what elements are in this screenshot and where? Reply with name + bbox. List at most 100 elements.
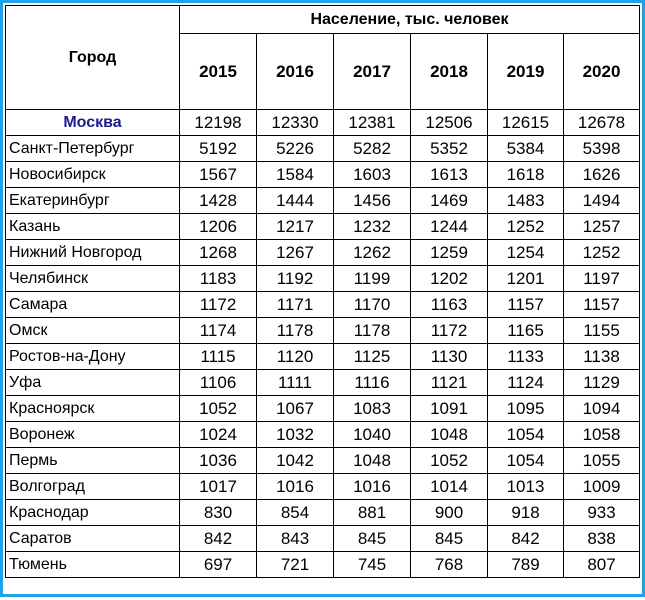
population-value-cell: 1483 <box>487 187 564 214</box>
year-header-row: 2015 2016 2017 2018 2019 2020 <box>6 33 640 110</box>
table-row: Саратов 842 843 845 845 842 838 <box>5 525 640 552</box>
population-value-cell: 1217 <box>256 213 334 240</box>
population-value-cell: 1163 <box>410 291 488 318</box>
population-value-cell: 842 <box>487 525 564 552</box>
population-value-cell: 1052 <box>179 395 257 422</box>
population-value-cell: 1017 <box>179 473 257 500</box>
population-value-cell: 1584 <box>256 161 334 188</box>
population-table: Город Население, тыс. человек 2015 2016 20… <box>5 5 640 578</box>
city-name-cell: Нижний Новгород <box>5 239 180 266</box>
table-row: Санкт-Петербург 5192 5226 5282 5352 5384 5398 <box>5 135 640 162</box>
year-header: 2017 <box>333 33 411 110</box>
city-name-cell: Саратов <box>5 525 180 552</box>
table-body: Москва 12198 12330 12381 12506 12615 12678 Санк… <box>5 109 640 578</box>
population-value-cell: 1121 <box>410 369 488 396</box>
city-name-cell: Казань <box>5 213 180 240</box>
population-value-cell: 918 <box>487 499 564 526</box>
year-header: 2015 <box>179 33 257 110</box>
population-value-cell: 1494 <box>563 187 640 214</box>
population-value-cell: 1111 <box>256 369 334 396</box>
population-value-cell: 1178 <box>256 317 334 344</box>
population-value-cell: 1172 <box>410 317 488 344</box>
population-value-cell: 5282 <box>333 135 411 162</box>
population-value-cell: 1197 <box>563 265 640 292</box>
population-value-cell: 1171 <box>256 291 334 318</box>
year-header: 2016 <box>256 33 334 110</box>
population-value-cell: 842 <box>179 525 257 552</box>
city-name-cell: Ростов-на-Дону <box>5 343 180 370</box>
population-value-cell: 1469 <box>410 187 488 214</box>
population-value-cell: 1052 <box>410 447 488 474</box>
population-group-header: Население, тыс. человек <box>179 5 640 34</box>
population-value-cell: 807 <box>563 551 640 578</box>
population-value-cell: 900 <box>410 499 488 526</box>
population-value-cell: 1172 <box>179 291 257 318</box>
population-value-cell: 845 <box>333 525 411 552</box>
population-value-cell: 1024 <box>179 421 257 448</box>
population-value-cell: 1054 <box>487 421 564 448</box>
population-value-cell: 1054 <box>487 447 564 474</box>
population-value-cell: 12198 <box>179 109 257 136</box>
population-value-cell: 1567 <box>179 161 257 188</box>
population-value-cell: 5192 <box>179 135 257 162</box>
table-row: Челябинск 1183 1192 1199 1202 1201 1197 <box>5 265 640 292</box>
population-value-cell: 1009 <box>563 473 640 500</box>
population-value-cell: 1155 <box>563 317 640 344</box>
table-row: Самара 1172 1171 1170 1163 1157 1157 <box>5 291 640 318</box>
population-value-cell: 1095 <box>487 395 564 422</box>
population-value-cell: 1232 <box>333 213 411 240</box>
table-row: Тюмень 697 721 745 768 789 807 <box>5 551 640 578</box>
population-value-cell: 1183 <box>179 265 257 292</box>
population-value-cell: 12615 <box>487 109 564 136</box>
population-value-cell: 1252 <box>563 239 640 266</box>
table-row: Казань 1206 1217 1232 1244 1252 1257 <box>5 213 640 240</box>
population-value-cell: 1201 <box>487 265 564 292</box>
population-value-cell: 1055 <box>563 447 640 474</box>
population-value-cell: 1094 <box>563 395 640 422</box>
population-value-cell: 1268 <box>179 239 257 266</box>
population-value-cell: 838 <box>563 525 640 552</box>
population-value-cell: 1133 <box>487 343 564 370</box>
table-row: Воронеж 1024 1032 1040 1048 1054 1058 <box>5 421 640 448</box>
population-value-cell: 1067 <box>256 395 334 422</box>
city-name-cell: Красноярск <box>5 395 180 422</box>
population-value-cell: 1115 <box>179 343 257 370</box>
population-value-cell: 12381 <box>333 109 411 136</box>
population-value-cell: 1138 <box>563 343 640 370</box>
city-name-cell: Екатеринбург <box>5 187 180 214</box>
table-row: Волгоград 1017 1016 1016 1014 1013 1009 <box>5 473 640 500</box>
population-value-cell: 12506 <box>410 109 488 136</box>
population-value-cell: 1444 <box>256 187 334 214</box>
table-row: Екатеринбург 1428 1444 1456 1469 1483 1494 <box>5 187 640 214</box>
population-value-cell: 12330 <box>256 109 334 136</box>
population-value-cell: 1174 <box>179 317 257 344</box>
population-value-cell: 789 <box>487 551 564 578</box>
population-value-cell: 843 <box>256 525 334 552</box>
population-value-cell: 1428 <box>179 187 257 214</box>
population-value-cell: 1116 <box>333 369 411 396</box>
population-value-cell: 1244 <box>410 213 488 240</box>
population-value-cell: 1016 <box>333 473 411 500</box>
population-value-cell: 768 <box>410 551 488 578</box>
population-value-cell: 745 <box>333 551 411 578</box>
population-value-cell: 830 <box>179 499 257 526</box>
population-value-cell: 854 <box>256 499 334 526</box>
city-name-cell: Новосибирск <box>5 161 180 188</box>
population-value-cell: 1192 <box>256 265 334 292</box>
population-value-cell: 1048 <box>410 421 488 448</box>
city-name-cell: Краснодар <box>5 499 180 526</box>
population-value-cell: 1129 <box>563 369 640 396</box>
table-row: Новосибирск 1567 1584 1603 1613 1618 1626 <box>5 161 640 188</box>
table-row: Красноярск 1052 1067 1083 1091 1095 1094 <box>5 395 640 422</box>
population-value-cell: 1016 <box>256 473 334 500</box>
population-value-cell: 1252 <box>487 213 564 240</box>
year-header: 2020 <box>563 33 640 110</box>
table-row: Нижний Новгород 1268 1267 1262 1259 1254 1252 <box>5 239 640 266</box>
population-value-cell: 5398 <box>563 135 640 162</box>
city-name-cell: Пермь <box>5 447 180 474</box>
population-value-cell: 1267 <box>256 239 334 266</box>
table-row: Ростов-на-Дону 1115 1120 1125 1130 1133 1138 <box>5 343 640 370</box>
city-name-cell: Москва <box>5 109 180 136</box>
population-value-cell: 1626 <box>563 161 640 188</box>
